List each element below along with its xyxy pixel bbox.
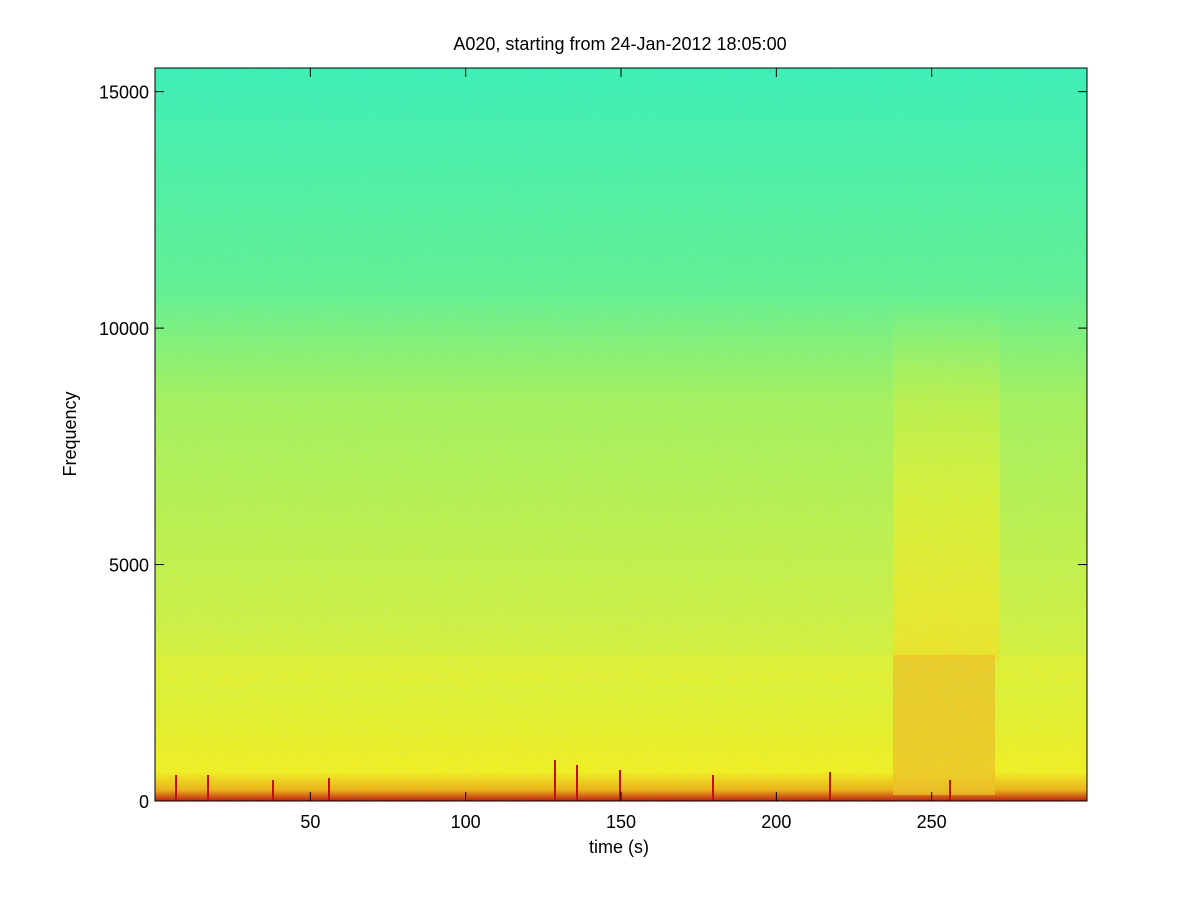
x-tick-label: 150: [606, 812, 636, 832]
x-tick-label: 250: [917, 812, 947, 832]
spectrogram: [155, 68, 1087, 801]
y-tick-label: 10000: [99, 319, 149, 339]
y-tick-label: 5000: [109, 556, 149, 576]
x-tick-label: 50: [300, 812, 320, 832]
y-axis-label: Frequency: [60, 391, 80, 476]
transients: [175, 760, 951, 801]
y-tick-label: 0: [139, 792, 149, 812]
texture: [155, 68, 1087, 801]
x-tick-label: 200: [761, 812, 791, 832]
chart-title: A020, starting from 24-Jan-2012 18:05:00: [453, 34, 786, 54]
y-tick-label: 15000: [99, 83, 149, 103]
x-axis-label: time (s): [589, 837, 649, 857]
x-tick-label: 100: [451, 812, 481, 832]
